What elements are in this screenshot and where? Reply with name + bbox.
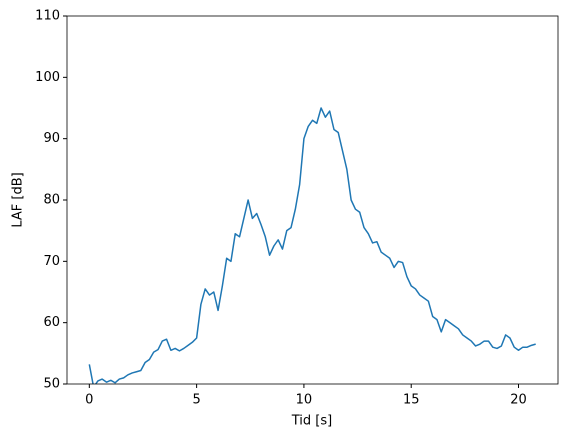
x-tick-label: 10 [296, 393, 313, 408]
y-tick-label: 110 [35, 9, 60, 24]
x-tick-label: 20 [510, 393, 527, 408]
y-tick-label: 50 [43, 377, 60, 392]
y-tick-label: 100 [35, 70, 60, 85]
y-tick-label: 70 [43, 254, 60, 269]
y-tick-label: 80 [43, 193, 60, 208]
x-tick-label: 15 [403, 393, 420, 408]
x-tick-label: 5 [192, 393, 200, 408]
y-axis-label: LAF [dB] [11, 172, 26, 227]
plot-frame [66, 15, 559, 385]
y-tick-label: 90 [43, 131, 60, 146]
x-axis-label: Tid [s] [291, 414, 332, 429]
x-tick-label: 0 [85, 393, 93, 408]
line-series [88, 107, 536, 384]
y-tick-label: 60 [43, 315, 60, 330]
